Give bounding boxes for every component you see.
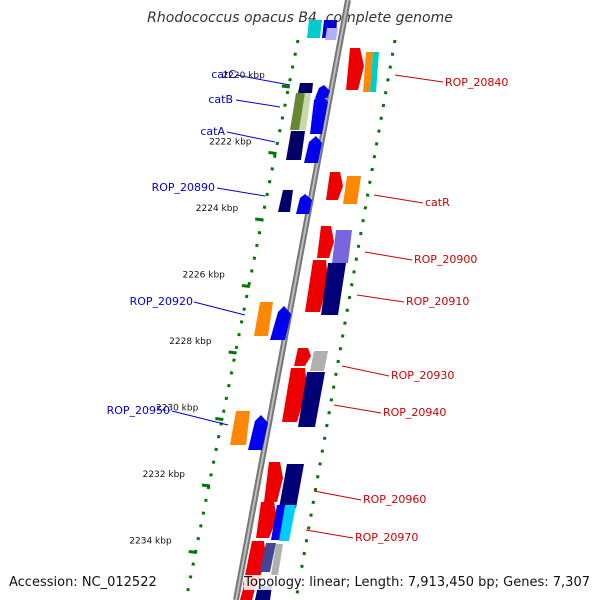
scale-tick-label: 2222 kbp xyxy=(209,138,252,148)
gene-label-rop-20960: ROP_20960 xyxy=(363,493,426,506)
gene-features xyxy=(230,20,379,600)
scale-tick-mark xyxy=(201,483,211,488)
scale-tick-mark xyxy=(255,217,264,222)
gene-label-catb: catB xyxy=(208,93,233,106)
genome-backbone xyxy=(233,0,351,600)
scale-tick-mark xyxy=(188,550,197,554)
forward-strand-boundary xyxy=(294,39,397,600)
scale-tick-label: 2224 kbp xyxy=(196,204,239,214)
gene-label-rop-20940: ROP_20940 xyxy=(383,406,446,419)
scale-tick-label: 2232 kbp xyxy=(143,470,186,480)
map-title: Rhodococcus opacus B4, complete genome xyxy=(147,10,453,26)
gene-label-catc: catC xyxy=(211,68,236,81)
scale-tick-mark xyxy=(215,417,224,421)
scale-tick-label: 2226 kbp xyxy=(182,271,225,281)
scale-tick-label: 2230 kbp xyxy=(156,404,199,414)
scale-tick-mark xyxy=(241,284,251,288)
accession-text: Accession: NC_012522 xyxy=(9,575,157,590)
scale-tick-mark xyxy=(228,350,237,355)
gene-label-catr: catR xyxy=(425,196,450,209)
gene-label-cata: catA xyxy=(200,125,225,138)
label-leaders xyxy=(171,74,444,539)
gene-labels: catC catB catA ROP_20890 ROP_20920 ROP_2… xyxy=(107,68,509,544)
scale-tick-label: 2228 kbp xyxy=(169,337,212,347)
gene-label-rop-20950: ROP_20950 xyxy=(107,404,170,417)
scale-tick-mark xyxy=(281,84,290,89)
gene-label-rop-20920: ROP_20920 xyxy=(130,295,193,308)
gene-label-rop-20910: ROP_20910 xyxy=(406,295,469,308)
genome-summary-text: Topology: linear; Length: 7,913,450 bp; … xyxy=(244,575,590,590)
gene-label-rop-20890: ROP_20890 xyxy=(152,181,215,194)
gene-label-rop-20840: ROP_20840 xyxy=(445,76,508,89)
gene-label-rop-20930: ROP_20930 xyxy=(391,369,454,382)
scale-tick-mark xyxy=(268,151,277,155)
scale-tick-label: 2234 kbp xyxy=(129,537,172,547)
gene-label-rop-20970: ROP_20970 xyxy=(355,531,418,544)
gene-label-rop-20900: ROP_20900 xyxy=(414,253,477,266)
